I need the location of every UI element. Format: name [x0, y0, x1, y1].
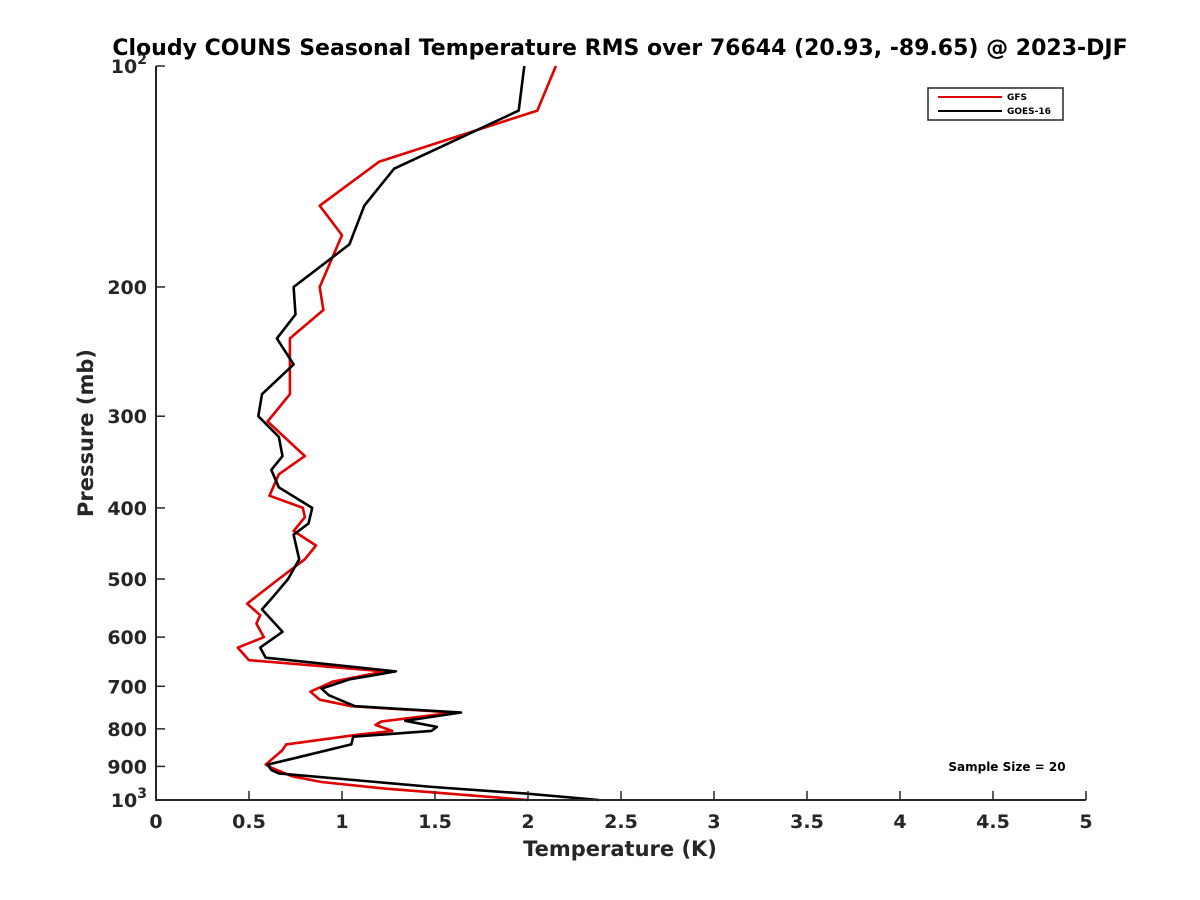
x-tick-label: 0.5	[232, 811, 266, 833]
series-layer	[236, 65, 599, 802]
y-tick-label: 103	[111, 786, 147, 812]
legend-label-gfs: GFS	[1007, 93, 1027, 103]
x-tick-label: 3	[707, 811, 720, 833]
chart-title: Cloudy COUNS Seasonal Temperature RMS ov…	[112, 36, 1127, 61]
y-axis-ticks: 102 200 300 400 500 600 700 800 900 103	[107, 52, 165, 812]
y-tick-label: 200	[107, 277, 147, 299]
x-tick-label: 4	[893, 811, 906, 833]
legend: GFS GOES-16	[927, 87, 1064, 121]
y-tick-label: 102	[111, 52, 147, 78]
x-tick-label: 4.5	[976, 811, 1010, 833]
y-axis-label: Pressure (mb)	[74, 349, 98, 517]
y-tick-label: 400	[107, 498, 147, 520]
sample-size-annotation: Sample Size = 20	[948, 760, 1065, 774]
legend-box	[927, 87, 1064, 121]
series-line-goes-16	[256, 65, 599, 802]
y-tick-label: 900	[107, 756, 147, 778]
y-tick-label: 600	[107, 627, 147, 649]
x-tick-label: 5	[1079, 811, 1092, 833]
x-tick-label: 0	[149, 811, 162, 833]
x-tick-label: 2	[521, 811, 534, 833]
y-tick-label: 800	[107, 719, 147, 741]
x-tick-label: 3.5	[790, 811, 824, 833]
x-axis-ticks: 0 0.5 1 1.5 2 2.5 3 3.5 4 4.5 5	[149, 791, 1093, 833]
x-tick-label: 1.5	[418, 811, 452, 833]
y-tick-label: 300	[107, 406, 147, 428]
y-tick-label: 700	[107, 676, 147, 698]
y-tick-label: 500	[107, 569, 147, 591]
x-axis-label: Temperature (K)	[523, 837, 717, 861]
x-tick-label: 2.5	[604, 811, 638, 833]
legend-label-goes-16: GOES-16	[1007, 107, 1051, 117]
x-tick-label: 1	[335, 811, 348, 833]
series-line-gfs	[236, 65, 558, 802]
